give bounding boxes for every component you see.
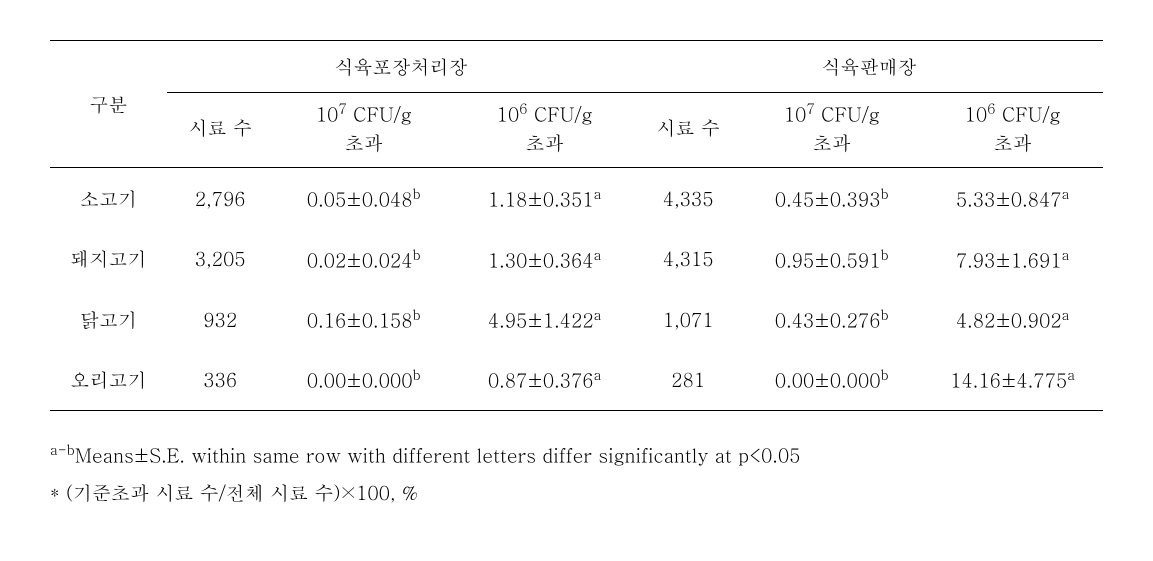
cell-cat: 돼지고기	[50, 229, 167, 289]
cell-g1_c7_html: 0.05±0.048b	[273, 168, 454, 229]
table-row: 돼지고기3,2050.02±0.024b1.30±0.364a4,3150.95…	[50, 229, 1103, 289]
cell-g1_c6_html: 1.18±0.351a	[454, 168, 635, 229]
table-row: 오리고기3360.00±0.000b0.87±0.376a2810.00±0.0…	[50, 349, 1103, 410]
cell-cat: 오리고기	[50, 349, 167, 410]
cell-g1_c7_html: 0.00±0.000b	[273, 349, 454, 410]
cell-g1_c6_html: 1.30±0.364a	[454, 229, 635, 289]
cell-cat: 소고기	[50, 168, 167, 229]
header-g2-cfu6: 106 CFU/g초과	[922, 93, 1103, 168]
cell-g1_n: 2,796	[167, 168, 273, 229]
header-group2: 식육판매장	[635, 41, 1103, 93]
footnote-2: * (기준초과 시료 수/전체 시료 수)×100, %	[50, 474, 1103, 512]
table-row: 닭고기9320.16±0.158b4.95±1.422a1,0710.43±0.…	[50, 289, 1103, 349]
cell-g1_c7_html: 0.02±0.024b	[273, 229, 454, 289]
table-row: 소고기2,7960.05±0.048b1.18±0.351a4,3350.45±…	[50, 168, 1103, 229]
cell-g2_n: 4,335	[635, 168, 741, 229]
header-g2-cfu7: 107 CFU/g초과	[741, 93, 922, 168]
cell-cat: 닭고기	[50, 289, 167, 349]
cell-g1_c7_html: 0.16±0.158b	[273, 289, 454, 349]
cell-g2_c6_html: 5.33±0.847a	[922, 168, 1103, 229]
cell-g2_c7_html: 0.45±0.393b	[741, 168, 922, 229]
header-g1-cfu6: 106 CFU/g초과	[454, 93, 635, 168]
cell-g1_n: 3,205	[167, 229, 273, 289]
header-g1-samples: 시료 수	[167, 93, 273, 168]
cell-g2_n: 281	[635, 349, 741, 410]
cell-g2_n: 1,071	[635, 289, 741, 349]
table-body: 소고기2,7960.05±0.048b1.18±0.351a4,3350.45±…	[50, 168, 1103, 410]
header-group1: 식육포장처리장	[167, 41, 635, 93]
cell-g1_n: 932	[167, 289, 273, 349]
cell-g1_n: 336	[167, 349, 273, 410]
cell-g2_n: 4,315	[635, 229, 741, 289]
cell-g1_c6_html: 4.95±1.422a	[454, 289, 635, 349]
cell-g2_c7_html: 0.95±0.591b	[741, 229, 922, 289]
cell-g1_c6_html: 0.87±0.376a	[454, 349, 635, 410]
header-category: 구분	[50, 41, 167, 168]
cell-g2_c7_html: 0.00±0.000b	[741, 349, 922, 410]
data-table: 구분 식육포장처리장 식육판매장 시료 수 107 CFU/g초과 106 CF…	[50, 40, 1103, 411]
header-g2-samples: 시료 수	[635, 93, 741, 168]
cell-g2_c7_html: 0.43±0.276b	[741, 289, 922, 349]
header-g1-cfu7: 107 CFU/g초과	[273, 93, 454, 168]
cell-g2_c6_html: 7.93±1.691a	[922, 229, 1103, 289]
cell-g2_c6_html: 4.82±0.902a	[922, 289, 1103, 349]
cell-g2_c6_html: 14.16±4.775a	[922, 349, 1103, 410]
footnotes: a-bMeans±S.E. within same row with diffe…	[50, 436, 1103, 512]
footnote-1: a-bMeans±S.E. within same row with diffe…	[50, 436, 1103, 474]
